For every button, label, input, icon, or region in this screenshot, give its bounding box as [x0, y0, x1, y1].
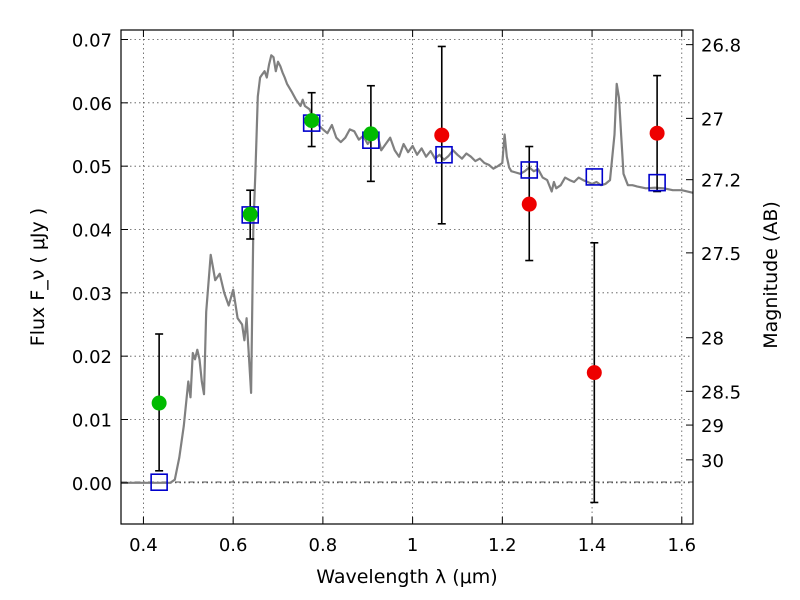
model-photometry-square	[585, 168, 604, 186]
observed-flux-point	[151, 395, 167, 411]
observed-flux-point	[363, 126, 379, 142]
x-tick-label: 0.8	[309, 535, 338, 556]
y-tick-label: 0.04	[72, 221, 112, 242]
observed-photometry-markers	[151, 113, 665, 411]
magnitude-tick-label: 28.5	[701, 382, 741, 403]
magnitude-tick-label: 30	[701, 451, 724, 472]
y-tick-label: 0.07	[72, 31, 112, 52]
y-tick-label: 0.00	[72, 474, 112, 495]
model-photometry-square	[435, 145, 453, 164]
magnitude-tick-label: 27	[701, 109, 724, 130]
observed-flux-point	[586, 365, 602, 381]
model-spectrum-line	[121, 54, 694, 484]
y-tick-label: 0.01	[72, 411, 112, 432]
x-tick-label: 1	[407, 535, 418, 556]
grid-lines	[121, 30, 693, 524]
model-photometry-square	[150, 473, 168, 492]
magnitude-tick-label: 26.8	[701, 36, 741, 57]
observed-flux-point	[242, 206, 258, 222]
magnitude-tick-label: 27.2	[701, 171, 741, 192]
right-y-axis-label: Magnitude (AB)	[760, 201, 782, 349]
model-photometry-square	[520, 161, 539, 179]
y-tick-label: 0.06	[72, 94, 112, 115]
x-tick-label: 0.4	[129, 535, 158, 556]
y-axis-label: Flux F_ν ( μJy )	[27, 208, 49, 346]
magnitude-tick-label: 28	[701, 329, 724, 350]
x-tick-labels: 0.4 0.6 0.8 1 1.2 1.4 1.6	[129, 535, 696, 556]
axis-ticks	[121, 30, 693, 524]
y-tick-labels: 0.00 0.01 0.02 0.03 0.04 0.05 0.06 0.07	[72, 31, 112, 495]
y-tick-label: 0.03	[72, 284, 112, 305]
model-photometry-square	[648, 173, 666, 192]
magnitude-tick-label: 27.5	[701, 244, 741, 265]
plot-frame	[120, 29, 694, 525]
x-tick-label: 0.6	[219, 535, 248, 556]
x-tick-label: 1.6	[667, 535, 696, 556]
x-tick-label: 1.4	[578, 535, 607, 556]
x-axis-label: Wavelength λ (μm)	[316, 566, 497, 588]
x-tick-label: 1.2	[488, 535, 517, 556]
error-bars	[155, 45, 662, 504]
y-tick-label: 0.05	[72, 157, 112, 178]
magnitude-tick-labels: 26.8 27 27.2 27.5 28 28.5 29 30	[701, 36, 741, 472]
y-tick-label: 0.02	[72, 347, 112, 368]
observed-flux-point	[304, 113, 320, 129]
observed-flux-point	[434, 127, 450, 143]
magnitude-tick-label: 29	[701, 416, 724, 437]
observed-flux-point	[521, 196, 537, 212]
observed-flux-point	[649, 125, 665, 141]
